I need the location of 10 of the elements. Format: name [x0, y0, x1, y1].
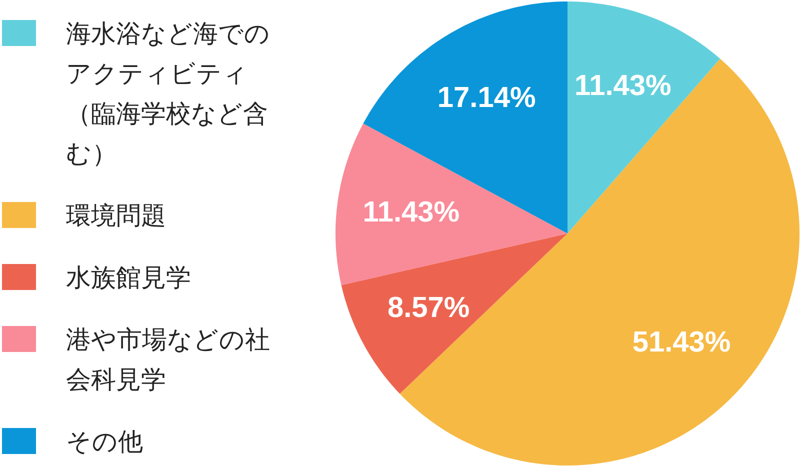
data-label: 11.43% [362, 196, 460, 228]
data-label: 17.14% [437, 82, 536, 114]
legend-label: その他 [66, 426, 144, 458]
data-label: 51.43% [632, 326, 731, 359]
legend-label: 港や市場などの社会科見学 [66, 324, 271, 396]
legend-label: 海水浴など海でのアクティビティ（臨海学校など含む） [66, 18, 271, 170]
legend-label: 水族館見学 [66, 262, 192, 294]
data-label: 11.43% [574, 70, 672, 102]
legend-label: 環境問題 [66, 200, 167, 232]
data-label: 8.57% [387, 292, 470, 324]
